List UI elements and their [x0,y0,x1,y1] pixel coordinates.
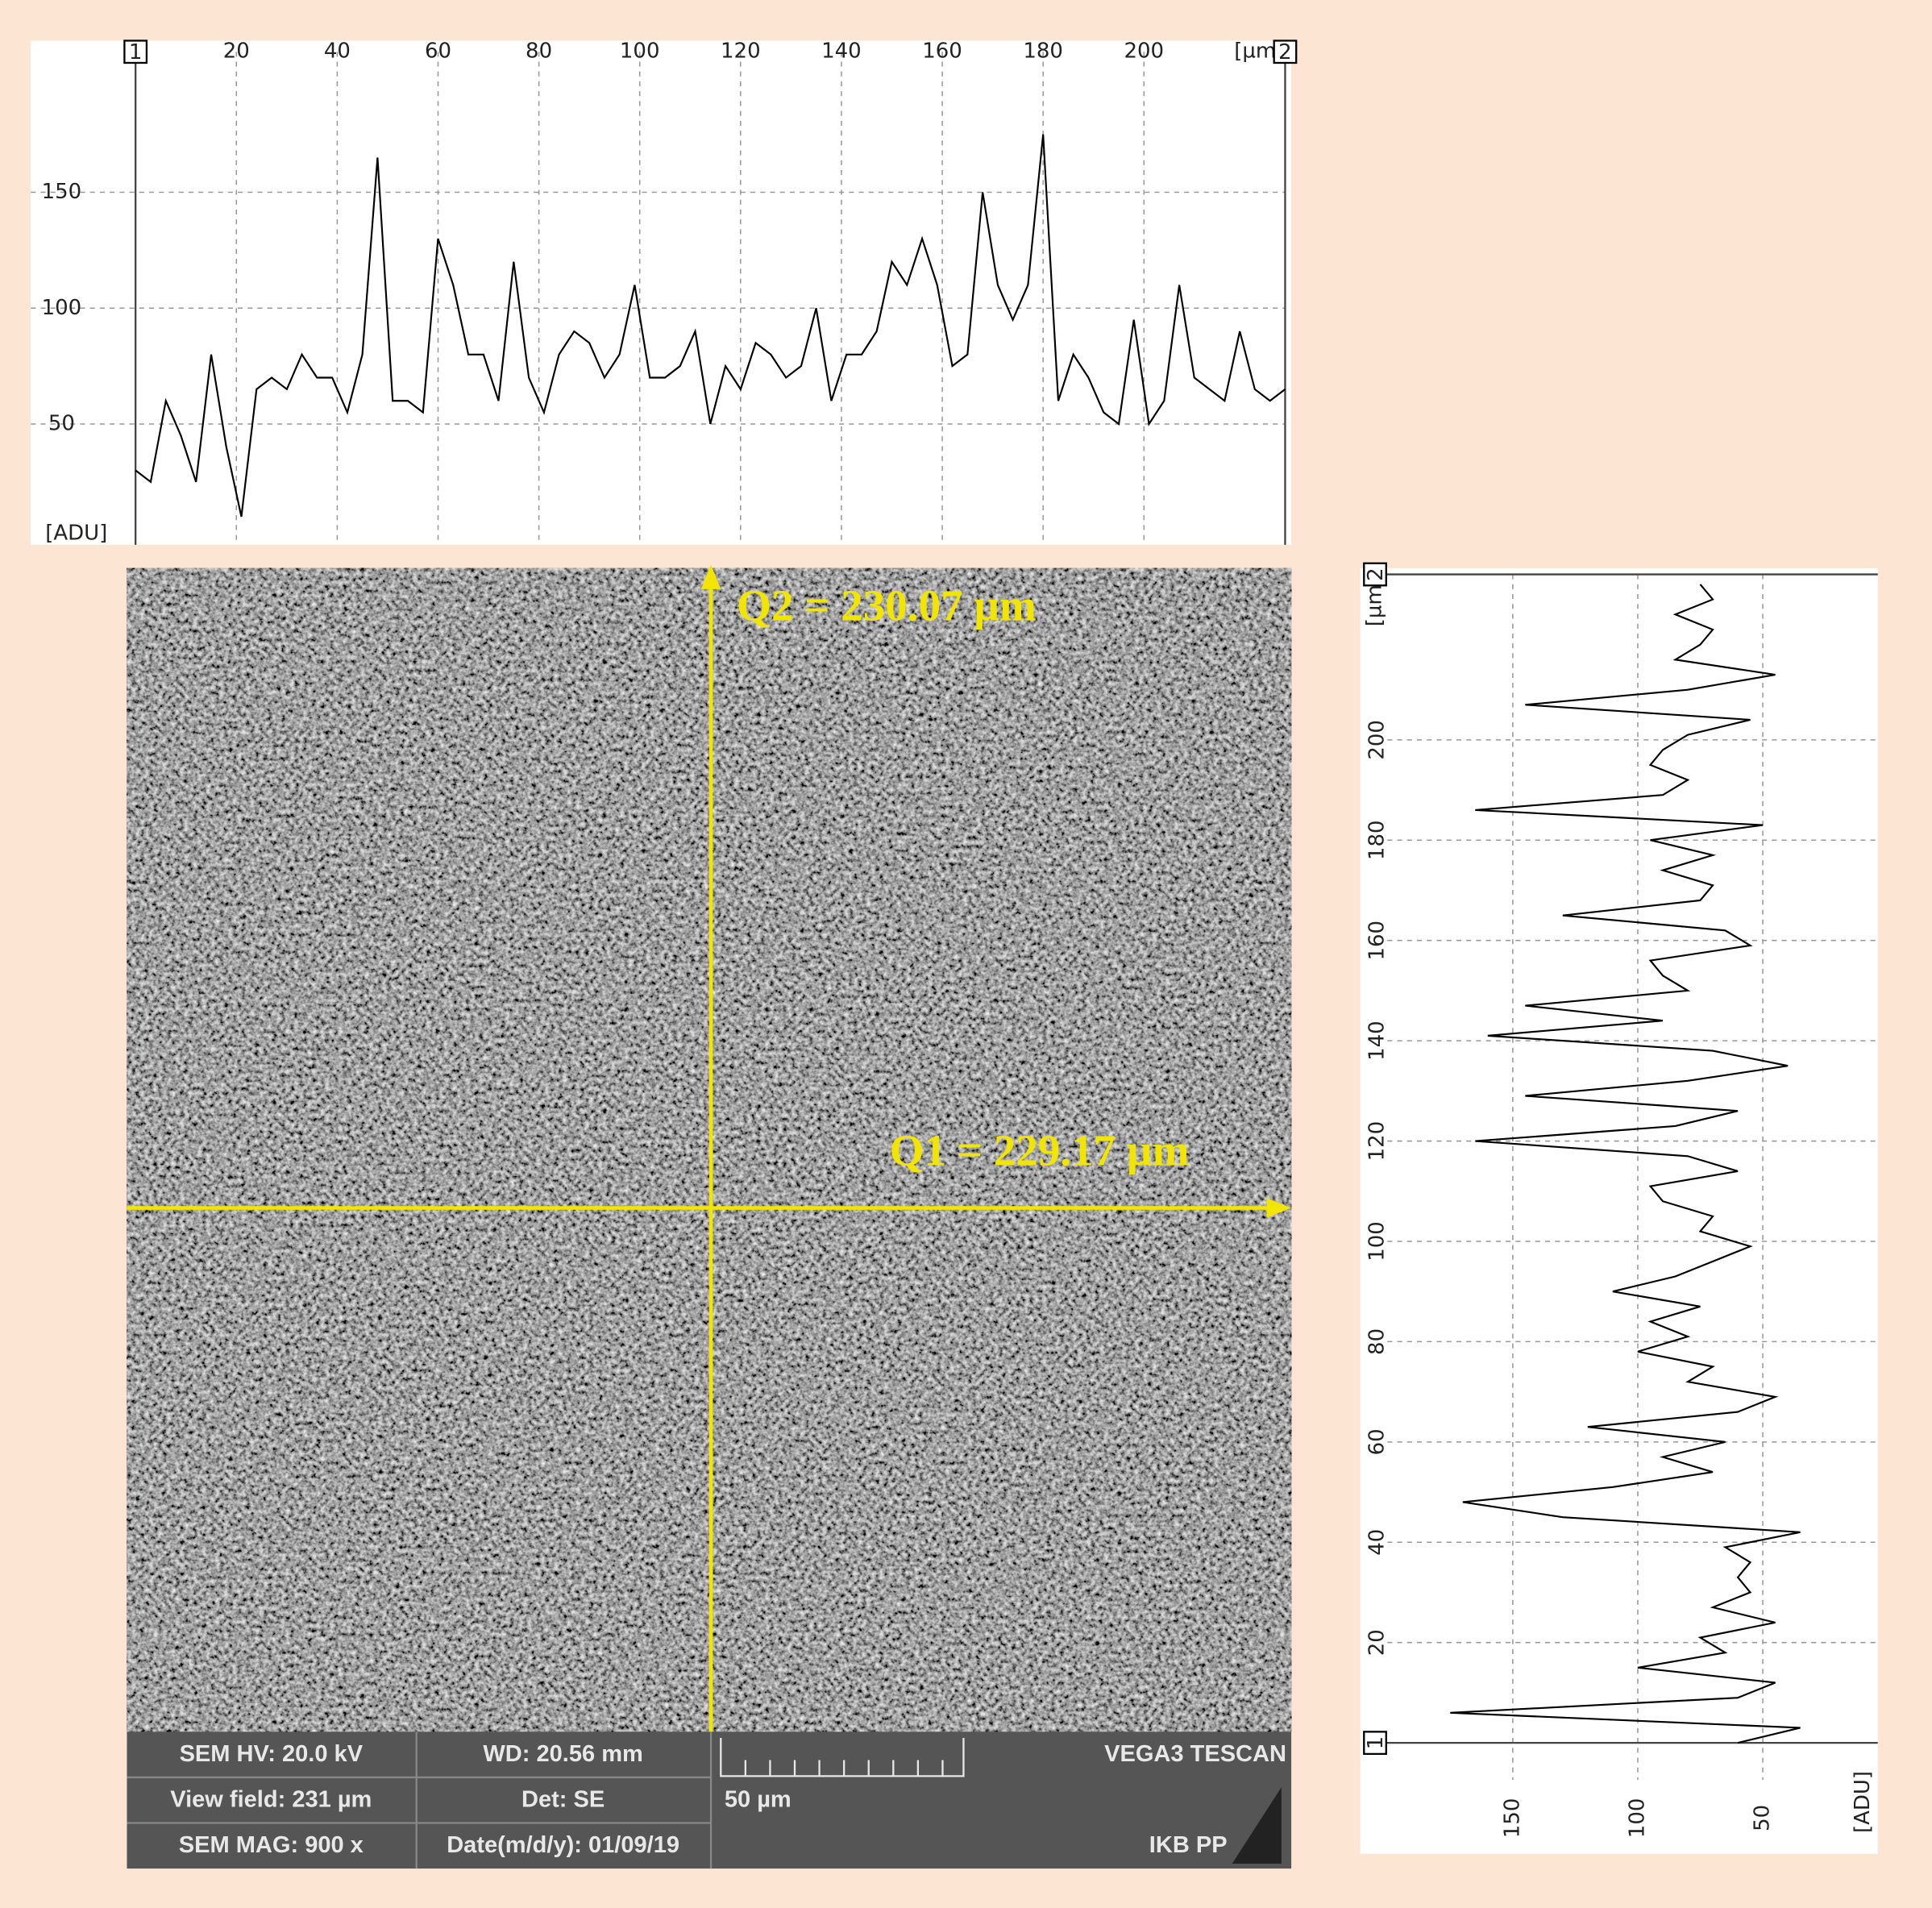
x-tick-label: 80 [526,39,552,64]
info-text: SEM MAG: 900 x [179,1832,364,1858]
y-tick-label: 150 [42,180,82,204]
q1-label: Q1 = 229.17 µm [890,1125,1190,1174]
x-tick-label: 160 [1365,921,1390,961]
x-tick-label: 20 [223,39,250,64]
y-tick-label: 100 [42,296,82,320]
x-tick-label: 160 [922,39,962,64]
x-tick-label: 40 [324,39,351,64]
info-grid [127,1731,713,1869]
info-text: Det: SE [521,1787,605,1813]
y-tick-label: 50 [1751,1805,1775,1831]
y-unit: [ADU] [45,522,107,546]
y-tick-label: 50 [48,411,75,435]
x-tick-label: 100 [620,39,660,64]
marker-label: 2 [1278,40,1292,64]
x-tick-label: 140 [1365,1021,1390,1061]
marker-label: 1 [1364,1736,1388,1750]
marker-box [1363,562,1387,587]
info-text: 50 µm [725,1787,791,1813]
x-tick-label: 40 [1365,1529,1390,1556]
info-text: View field: 231 µm [170,1787,372,1813]
q1-arrow [1266,1198,1292,1218]
profile-line [1450,584,1801,1744]
x-tick-label: 120 [1365,1121,1390,1162]
y-tick-label: 100 [1625,1798,1649,1839]
info-text: WD: 20.56 mm [483,1741,642,1767]
x-tick-label: 80 [1365,1328,1390,1355]
q2-label: Q2 = 230.07 µm [737,581,1037,630]
x-tick-label: 60 [425,39,451,64]
x-tick-label: 140 [821,39,862,64]
q2-arrow [700,564,721,589]
marker-box [1363,1731,1387,1756]
top-panel [31,40,1292,545]
marker-label: 1 [129,40,143,64]
right-panel [1360,567,1878,1854]
info-bar [127,1731,1292,1869]
x-tick-label: 120 [721,39,761,64]
marker-box [123,39,148,64]
x-tick-label: 200 [1124,39,1164,64]
info-text: Date(m/d/y): 01/09/19 [447,1832,679,1858]
x-tick-label: 20 [1365,1629,1390,1656]
profile-line [135,134,1286,518]
x-tick-label: 180 [1365,820,1390,860]
y-tick-label: 150 [1500,1798,1524,1839]
marker-box [1273,39,1298,64]
info-text: SEM HV: 20.0 kV [180,1741,364,1767]
micrograph: Q2 = 230.07 µm Q1 = 229.17 µm SEM HV: 20… [127,564,1292,1869]
marker-label: 2 [1364,567,1388,581]
x-tick-label: 60 [1365,1428,1390,1455]
info-text: IKB PP [1149,1832,1228,1858]
x-tick-label: 100 [1365,1221,1390,1262]
x-tick-label: 200 [1365,720,1390,760]
scale-bar [720,1737,965,1777]
y-unit: [ADU] [1851,1771,1875,1833]
profile-chart: 2040608010012014016018020050100150[µm][A… [1363,562,1878,1839]
x-tick-label: 180 [1023,39,1063,64]
info-text: VEGA3 TESCAN [1104,1741,1286,1767]
